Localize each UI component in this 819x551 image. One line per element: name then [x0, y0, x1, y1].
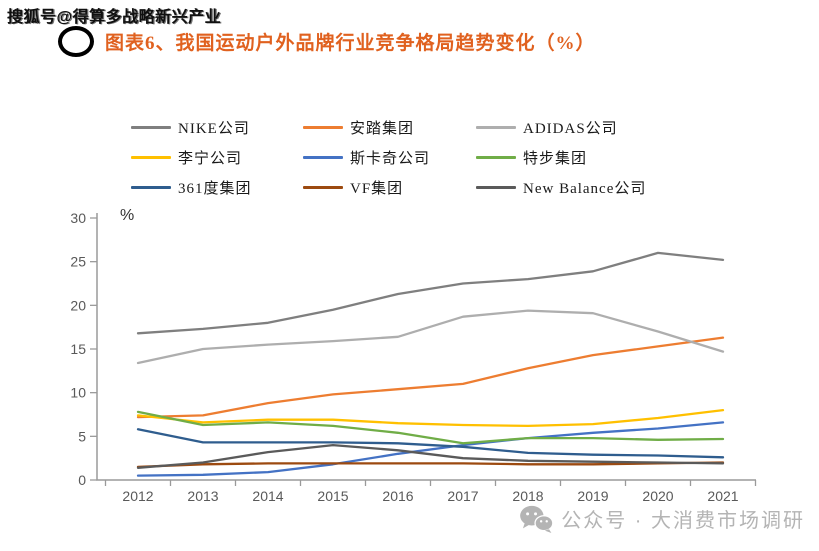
legend-item-nike: NIKE公司	[131, 117, 250, 137]
svg-text:20: 20	[70, 297, 86, 313]
title-row: 图表6、我国运动户外品牌行业竞争格局趋势变化（%）	[58, 26, 596, 57]
svg-text:2013: 2013	[187, 488, 218, 504]
svg-text:2021: 2021	[707, 488, 738, 504]
vf-line-swatch	[303, 185, 343, 189]
anta-line-swatch	[303, 125, 343, 129]
legend-item-lining: 李宁公司	[131, 147, 242, 167]
svg-text:2019: 2019	[577, 488, 608, 504]
svg-text:15: 15	[70, 341, 86, 357]
legend-item-anta: 安踏集团	[303, 117, 414, 137]
svg-text:2017: 2017	[447, 488, 478, 504]
skechers-line-swatch	[303, 155, 343, 159]
legend-item-skechers: 斯卡奇公司	[303, 147, 430, 167]
wechat-icon	[520, 505, 554, 533]
wechat-watermark: 公众号 · 大消费市场调研	[519, 504, 805, 533]
legend-label: 安踏集团	[350, 120, 415, 137]
newbalance-line-swatch	[476, 185, 516, 189]
svg-text:2018: 2018	[512, 488, 543, 504]
svg-text:2016: 2016	[382, 488, 413, 504]
svg-text:%: %	[120, 207, 134, 224]
nike-line-swatch	[131, 125, 171, 129]
svg-text:30: 30	[70, 210, 86, 226]
chart-legend: NIKE公司 安踏集团 ADIDAS公司 李宁公司 斯卡奇公司 特步集团 361…	[0, 113, 819, 203]
svg-text:2020: 2020	[642, 488, 673, 504]
legend-label: ADIDAS公司	[523, 120, 618, 137]
361-line-swatch	[131, 185, 171, 189]
legend-label: 特步集团	[523, 150, 588, 167]
svg-text:25: 25	[70, 254, 86, 270]
svg-text:5: 5	[78, 428, 86, 444]
svg-text:2014: 2014	[252, 488, 283, 504]
svg-text:2012: 2012	[122, 488, 153, 504]
legend-label: 361度集团	[178, 180, 252, 197]
legend-label: 李宁公司	[178, 150, 243, 167]
svg-text:10: 10	[70, 385, 86, 401]
legend-item-newbalance: New Balance公司	[476, 177, 646, 197]
legend-item-vf: VF集团	[303, 177, 403, 197]
chart-title: 图表6、我国运动户外品牌行业竞争格局趋势变化（%）	[105, 33, 596, 54]
xtep-line-swatch	[476, 155, 516, 159]
adidas-line-swatch	[476, 125, 516, 129]
bullet-ring-icon	[58, 26, 94, 57]
legend-label: VF集团	[350, 180, 404, 197]
legend-label: New Balance公司	[523, 180, 647, 197]
legend-label: 斯卡奇公司	[350, 150, 431, 167]
wechat-watermark-text: 公众号 · 大消费市场调研	[561, 510, 805, 532]
svg-text:2015: 2015	[317, 488, 348, 504]
svg-text:0: 0	[78, 472, 86, 488]
legend-item-361: 361度集团	[131, 177, 252, 197]
lining-line-swatch	[131, 155, 171, 159]
legend-item-adidas: ADIDAS公司	[476, 117, 618, 137]
legend-label: NIKE公司	[178, 120, 250, 137]
sohu-watermark: 搜狐号@得算多战略新兴产业	[7, 9, 222, 26]
legend-item-xtep: 特步集团	[476, 147, 587, 167]
